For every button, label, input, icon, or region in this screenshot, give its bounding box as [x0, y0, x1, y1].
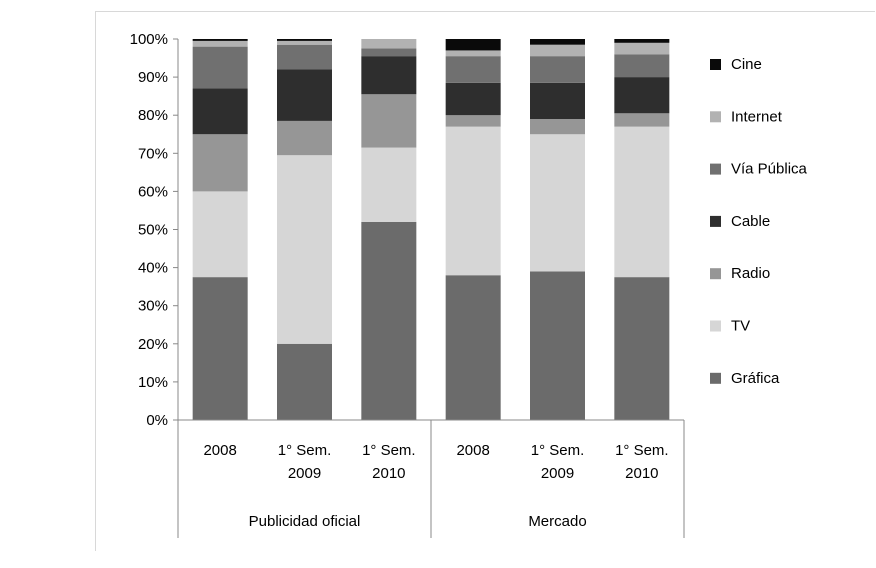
y-tick-label: 40% [138, 260, 168, 277]
y-tick-label: 80% [138, 107, 168, 124]
bar-segment [530, 56, 585, 83]
x-tick-label: 1° Sem. [531, 442, 585, 459]
bar-segment [530, 119, 585, 135]
x-group-label: Publicidad oficial [249, 513, 361, 530]
legend-swatch [710, 372, 721, 384]
bar-segment [277, 44, 332, 70]
legend-swatch [710, 111, 721, 123]
bar-segment [192, 40, 248, 47]
bar-segment [361, 39, 417, 49]
y-tick-label: 50% [138, 222, 168, 239]
bar-segment [614, 77, 670, 114]
bar-segment [192, 277, 248, 420]
bar-segment [614, 54, 670, 78]
bar-segment [361, 221, 417, 420]
chart-frame [95, 11, 875, 551]
bar-segment [445, 115, 501, 127]
bar-segment [530, 39, 585, 45]
x-axis: 2008 1° Sem. 2009 1° Sem. 2010 2008 1° Sem. 200… [177, 419, 685, 538]
bar-segment [277, 343, 332, 420]
bar-segment [530, 134, 585, 272]
legend-label: Cine [731, 56, 762, 73]
bar-segment [192, 134, 248, 192]
y-tick-label: 70% [138, 145, 168, 162]
bar-segment [361, 56, 417, 95]
legend-swatch [710, 215, 721, 227]
bar-segment [277, 69, 332, 121]
bar-segment [277, 40, 332, 45]
x-group-label: Mercado [528, 513, 586, 530]
bar-segment [361, 48, 417, 57]
x-tick-label: 1° Sem. [362, 442, 416, 459]
bar-segment [445, 82, 501, 116]
legend-label: Cable [731, 213, 770, 230]
x-tick-label: 2008 [203, 442, 236, 459]
y-tick-label: 100% [130, 31, 168, 48]
x-tick-label: 2010 [625, 465, 658, 482]
bar-segment [530, 271, 585, 420]
legend-label: Radio [731, 265, 770, 282]
y-tick-label: 0% [146, 412, 168, 429]
bar-segment [614, 126, 670, 278]
bar-segment [192, 88, 248, 135]
legend: Cine Internet Vía Pública Cable Radio TV Gráfi… [710, 56, 808, 387]
x-tick-label: 2008 [456, 442, 489, 459]
x-tick-label: 2009 [288, 465, 321, 482]
bar-segment [361, 94, 417, 148]
bar-segment [530, 44, 585, 57]
legend-swatch [710, 268, 721, 280]
bar-segment [277, 120, 332, 156]
legend-label: TV [731, 318, 750, 335]
bar-segment [445, 39, 501, 51]
y-tick-label: 30% [138, 298, 168, 315]
bar-segment [361, 147, 417, 222]
x-tick-label: 2010 [372, 465, 405, 482]
bar-segment [192, 191, 248, 278]
x-tick-label: 1° Sem. [615, 442, 669, 459]
bar-segment [277, 39, 332, 41]
legend-label: Gráfica [731, 370, 780, 387]
bar-segment [445, 275, 501, 420]
y-axis: 0% 10% 20% 30% 40% 50% 60% 70% 80% 90% 100% [130, 31, 179, 429]
y-tick-label: 10% [138, 374, 168, 391]
y-tick-label: 90% [138, 69, 168, 86]
bar-segment [192, 46, 248, 89]
legend-swatch [710, 163, 721, 175]
bar-segment [614, 113, 670, 127]
legend-label: Internet [731, 108, 783, 125]
bar-segment [614, 277, 670, 420]
bar-segment [614, 42, 670, 55]
legend-swatch [710, 320, 721, 332]
bar-segment [530, 82, 585, 120]
bar-segment [277, 155, 332, 344]
bars [192, 39, 670, 420]
bar-segment [445, 56, 501, 83]
bar-segment [445, 50, 501, 57]
bar-segment [445, 126, 501, 276]
bar-segment [192, 39, 248, 41]
legend-label: Vía Pública [731, 161, 808, 178]
y-tick-label: 20% [138, 336, 168, 353]
y-tick-label: 60% [138, 183, 168, 200]
bar-segment [614, 39, 670, 43]
x-tick-label: 2009 [541, 465, 574, 482]
legend-swatch [710, 59, 721, 70]
x-tick-label: 1° Sem. [278, 442, 332, 459]
